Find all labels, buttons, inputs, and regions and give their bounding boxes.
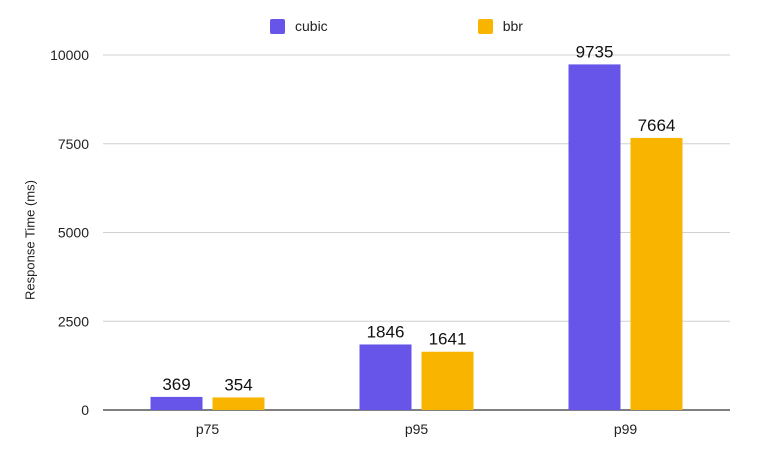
legend: cubic bbr xyxy=(270,18,523,34)
legend-label-cubic: cubic xyxy=(295,18,328,34)
data-label-bbr-p99: 7664 xyxy=(638,116,676,135)
legend-label-bbr: bbr xyxy=(502,18,523,34)
legend-item-bbr[interactable]: bbr xyxy=(477,18,523,34)
x-tick-label: p75 xyxy=(196,421,220,437)
legend-swatch-cubic xyxy=(270,18,285,34)
data-label-cubic-p99: 9735 xyxy=(576,42,614,61)
bar-cubic-p75 xyxy=(150,396,203,410)
y-tick-label: 7500 xyxy=(58,136,89,152)
bar-bbr-p75 xyxy=(212,397,265,410)
legend-swatch-bbr xyxy=(477,18,493,34)
data-label-bbr-p95: 1641 xyxy=(429,330,467,349)
data-label-cubic-p95: 1846 xyxy=(367,322,405,341)
x-tick-label: p95 xyxy=(405,421,429,437)
y-tick-label: 5000 xyxy=(58,225,89,241)
y-tick-label: 10000 xyxy=(50,47,89,63)
bar-cubic-p99 xyxy=(568,64,621,410)
data-label-cubic-p75: 369 xyxy=(162,375,190,394)
bar-cubic-p95 xyxy=(359,344,412,410)
bar-bbr-p95 xyxy=(421,351,474,410)
y-tick-label: 2500 xyxy=(58,313,89,329)
y-tick-label: 0 xyxy=(81,402,89,418)
x-tick-label: p99 xyxy=(614,421,638,437)
legend-item-cubic[interactable]: cubic xyxy=(270,18,328,34)
bar-bbr-p99 xyxy=(630,137,683,411)
data-label-bbr-p75: 354 xyxy=(224,375,252,394)
